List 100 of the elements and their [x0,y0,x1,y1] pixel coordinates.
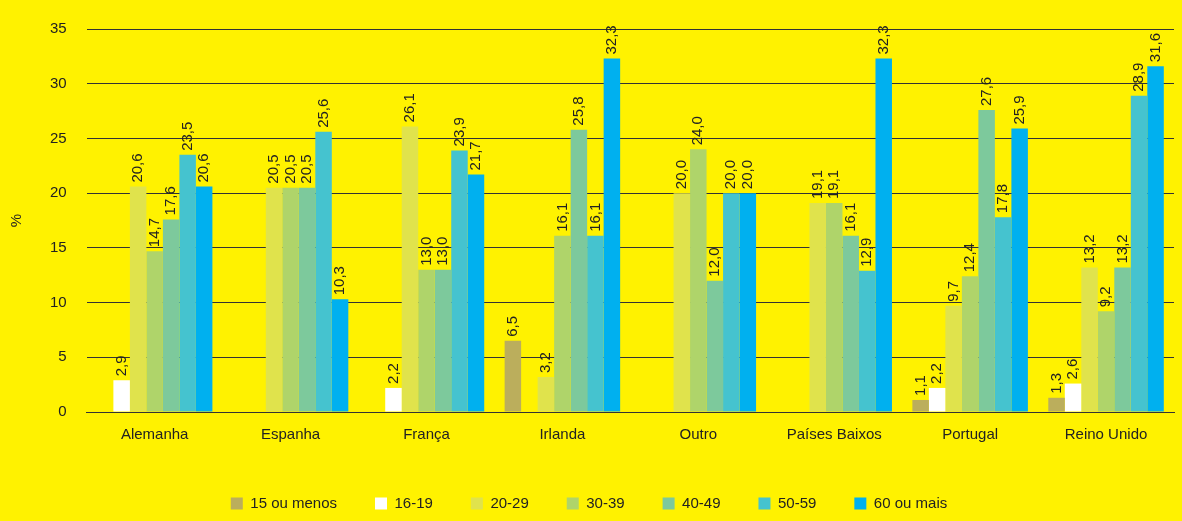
bar [179,154,196,412]
data-label: 21,7 [466,141,484,171]
data-label: 20,5 [280,154,298,184]
data-label: 13,0 [416,236,434,266]
bar [945,305,962,412]
bar [842,235,859,412]
bar [282,187,299,412]
x-tick-label: Portugal [942,425,999,443]
data-label: 14,7 [144,217,162,248]
data-label: 2,6 [1063,358,1081,380]
data-label: 3,2 [536,352,554,373]
bar [162,219,180,412]
bar [673,193,691,412]
data-label: 25,9 [1009,95,1027,125]
data-label: 24,0 [688,116,706,146]
data-label: 2,9 [111,355,129,377]
bar [587,235,604,412]
bar [129,186,147,412]
legend-label: 30-39 [586,493,625,511]
data-label: 19,1 [824,169,842,199]
legend-label: 20-29 [490,493,529,511]
data-label: 13,0 [433,236,451,266]
data-label: 9,7 [943,280,961,302]
data-label: 12,0 [704,247,722,277]
data-label: 20,0 [671,159,689,190]
data-label: 20,6 [128,153,146,183]
bar [1114,267,1131,412]
data-label: 12,9 [857,237,875,267]
data-label: 31,6 [1145,33,1163,63]
bar [739,193,757,412]
bar [1011,128,1028,412]
bar [451,150,468,412]
y-tick-label: 35 [50,19,67,37]
data-label: 20,5 [264,154,282,184]
bar [1064,383,1082,412]
bar [537,376,555,412]
bar [994,217,1012,412]
bar [265,187,283,412]
data-label: 32,3 [602,25,620,55]
y-tick-label: 5 [58,347,67,365]
data-label: 23,5 [177,121,195,151]
bar [195,186,213,412]
data-label: 6,5 [503,316,521,337]
data-label: 1,3 [1046,372,1064,394]
x-tick-label: Espanha [260,425,321,443]
data-label: 25,6 [313,98,331,128]
x-tick-label: Reino Unido [1064,425,1148,443]
data-label: 9,2 [1096,286,1114,308]
bar [570,129,588,412]
bar [928,387,946,412]
data-label: 27,6 [976,76,994,106]
data-label: 26,1 [400,93,418,123]
bar [825,202,843,412]
bar [298,187,316,412]
bar [113,380,130,412]
data-label: 2,2 [927,363,945,384]
data-label: 20,0 [721,159,739,190]
legend-label: 40-49 [682,493,721,511]
data-label: 16,1 [840,202,858,232]
x-tick-label: França [403,425,451,443]
data-label: 19,1 [807,169,825,199]
data-label: 13,2 [1112,234,1130,264]
data-label: 25,8 [569,96,587,126]
legend-label: 15 ou menos [250,493,338,511]
legend-label: 16-19 [394,493,433,511]
data-label: 17,8 [993,184,1011,214]
bar [858,270,876,412]
bar [467,174,485,412]
bar [809,202,826,412]
bar [146,251,163,412]
data-label: 13,2 [1079,234,1097,264]
data-label: 17,6 [161,186,179,216]
data-label: 23,9 [449,117,467,147]
bar [385,387,402,412]
y-axis-title: % [7,213,25,228]
legend-label: 60 ou mais [873,493,948,511]
bar [434,269,452,412]
data-label: 10,3 [330,266,348,296]
x-tick-label: Irlanda [539,425,586,443]
y-tick-label: 0 [58,402,67,420]
data-label: 16,1 [552,202,570,232]
bar [723,193,740,412]
bar [1097,311,1115,412]
data-label: 28,9 [1129,62,1147,92]
x-tick-label: Alemanha [120,425,190,443]
bar [1081,267,1098,412]
data-label: 1,1 [910,375,928,396]
y-tick-label: 10 [50,292,67,310]
bar [1048,397,1065,412]
data-label: 16,1 [585,202,603,232]
bar [961,276,979,412]
bar [315,131,332,412]
bar [554,235,571,412]
data-label: 2,2 [383,363,401,384]
data-label: 12,4 [960,243,978,273]
data-label: 20,5 [297,154,315,184]
bar [504,340,522,412]
y-tick-label: 20 [50,183,67,201]
y-tick-label: 30 [50,73,67,91]
bar [875,58,892,412]
